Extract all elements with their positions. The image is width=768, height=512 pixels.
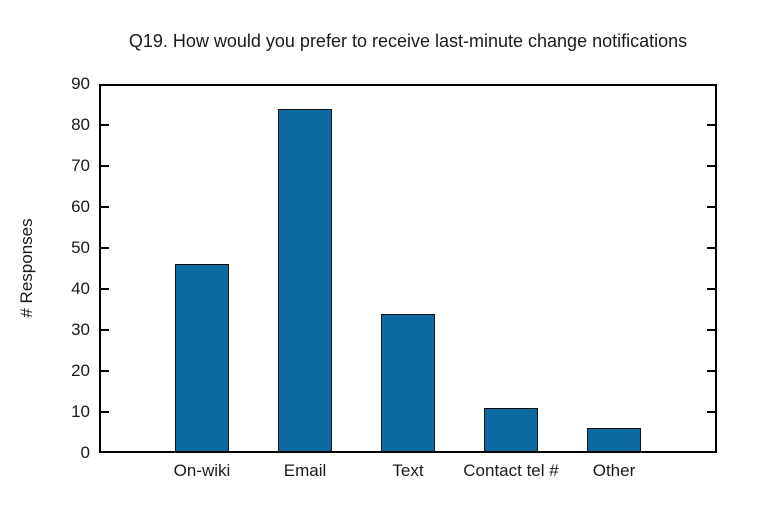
y-tick-label-50: 50 — [71, 238, 90, 257]
bar-on-wiki — [175, 264, 229, 451]
y-tick-mark-left-60 — [101, 206, 109, 208]
y-tick-mark-right-20 — [707, 370, 715, 372]
y-tick-mark-right-30 — [707, 329, 715, 331]
x-tick-label-other: Other — [592, 461, 636, 480]
x-tick-label-email: Email — [283, 461, 327, 480]
y-tick-mark-left-80 — [101, 124, 109, 126]
y-tick-label-70: 70 — [71, 156, 90, 175]
y-tick-label-30: 30 — [71, 320, 90, 339]
chart-title: Q19. How would you prefer to receive las… — [128, 31, 688, 51]
y-tick-mark-right-50 — [707, 247, 715, 249]
y-tick-mark-left-50 — [101, 247, 109, 249]
bar-contact-tel — [484, 407, 538, 451]
y-tick-mark-right-70 — [707, 165, 715, 167]
y-tick-mark-left-30 — [101, 329, 109, 331]
y-tick-mark-right-40 — [707, 288, 715, 290]
y-axis-title: # Responses — [17, 218, 36, 318]
bar-email — [278, 108, 332, 451]
y-tick-label-20: 20 — [71, 361, 90, 380]
y-tick-mark-left-20 — [101, 370, 109, 372]
bar-text — [381, 313, 435, 451]
x-tick-label-contact-tel: Contact tel # — [463, 461, 559, 480]
y-tick-label-60: 60 — [71, 197, 90, 216]
x-tick-label-text: Text — [392, 461, 424, 480]
y-tick-mark-left-70 — [101, 165, 109, 167]
y-tick-mark-right-10 — [707, 411, 715, 413]
y-tick-label-90: 90 — [71, 74, 90, 93]
bar-other — [587, 428, 641, 451]
y-tick-mark-right-80 — [707, 124, 715, 126]
y-tick-label-80: 80 — [71, 115, 90, 134]
y-tick-mark-right-60 — [707, 206, 715, 208]
x-tick-label-on-wiki: On-wiki — [173, 461, 231, 480]
y-tick-label-40: 40 — [71, 279, 90, 298]
y-tick-mark-left-10 — [101, 411, 109, 413]
y-tick-label-0: 0 — [80, 443, 90, 462]
y-tick-mark-left-40 — [101, 288, 109, 290]
y-tick-label-10: 10 — [71, 402, 90, 421]
